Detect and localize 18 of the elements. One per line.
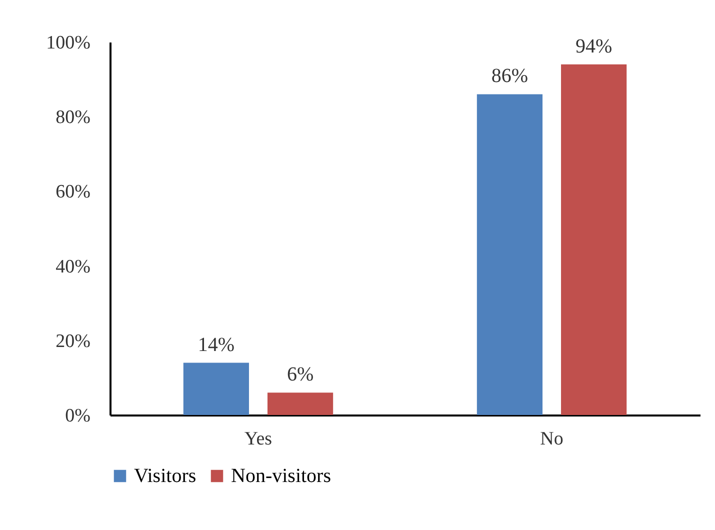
y-tick-label: 80% bbox=[56, 107, 91, 128]
legend-label: Non-visitors bbox=[231, 465, 332, 487]
x-tick-label: No bbox=[540, 428, 564, 450]
y-tick-label: 60% bbox=[56, 182, 91, 203]
data-label: 94% bbox=[575, 35, 612, 58]
bar bbox=[183, 362, 249, 415]
x-tick-label: Yes bbox=[244, 428, 272, 450]
bar bbox=[476, 94, 543, 415]
y-tick-label: 100% bbox=[46, 32, 91, 54]
y-tick-label: 0% bbox=[65, 406, 91, 426]
data-label: 86% bbox=[491, 65, 528, 88]
data-label: 14% bbox=[198, 334, 235, 356]
bar bbox=[561, 64, 627, 415]
y-tick-label: 20% bbox=[56, 330, 91, 352]
y-tick-label: 40% bbox=[56, 256, 91, 278]
bar bbox=[267, 392, 334, 415]
legend-label: Visitors bbox=[134, 465, 196, 487]
data-label: 6% bbox=[286, 364, 314, 386]
